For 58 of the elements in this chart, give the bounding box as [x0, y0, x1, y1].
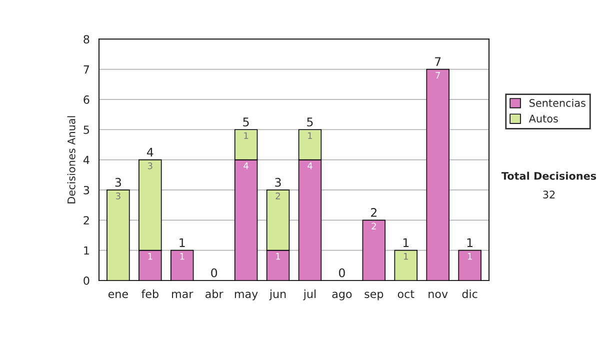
y-tick-label: 3 [84, 186, 90, 194]
total-label: 1 [403, 238, 409, 247]
bar [394, 250, 418, 280]
x-tick-label: nov [428, 292, 448, 298]
data-label: 2 [372, 222, 376, 230]
text: 32 [543, 190, 555, 199]
y-tick-label: 5 [84, 126, 89, 134]
data-label: 3 [116, 192, 120, 200]
total-label: 3 [115, 178, 121, 187]
total-label: 1 [467, 238, 472, 247]
bar [106, 190, 130, 280]
x-tick-label: mar [172, 292, 194, 298]
data-label: 2 [276, 192, 280, 200]
legend-label: Autos [528, 114, 558, 122]
x-tick-label: feb [142, 290, 158, 298]
y-tick-label: 6 [84, 95, 90, 104]
x-tick-label: ene [108, 292, 128, 298]
y-axis-title: Decisiones Anual [67, 116, 76, 204]
y-tick-label: 0 [84, 276, 90, 285]
text: Total Decisiones [501, 172, 596, 180]
x-tick-label: jul [303, 290, 316, 300]
data-label: 3 [148, 162, 152, 170]
total-label: 3 [275, 178, 281, 187]
bar [458, 250, 482, 280]
x-tick-label: oct [398, 290, 414, 298]
bar [362, 220, 386, 280]
data-label: 1 [404, 253, 408, 260]
x-tick-label: abr [206, 290, 224, 298]
total-label: 0 [338, 268, 345, 278]
x-tick-label: dic [462, 290, 478, 298]
total-label: 1 [180, 238, 185, 247]
data-label: 1 [308, 132, 312, 139]
data-label: 4 [308, 162, 312, 170]
data-label: 1 [180, 253, 184, 260]
x-tick-label: ago [332, 292, 352, 300]
total-label: 7 [435, 57, 441, 66]
data-label: 1 [468, 253, 472, 260]
data-label: 1 [276, 253, 280, 260]
y-tick-label: 8 [84, 35, 90, 44]
y-tick-label: 1 [84, 246, 89, 255]
total-label: 4 [146, 148, 154, 156]
y-tick-label: 7 [84, 65, 90, 74]
bar [426, 68, 450, 280]
y-tick-label: 2 [84, 216, 89, 224]
total-label: 0 [211, 268, 218, 278]
total-label: 5 [307, 118, 313, 126]
bar [170, 250, 194, 280]
total-label: 5 [243, 118, 249, 126]
total-label: 2 [371, 208, 376, 217]
data-label: 1 [244, 132, 248, 139]
data-label: 4 [244, 162, 248, 170]
x-tick-label: sep [364, 292, 384, 300]
data-label: 1 [148, 253, 152, 260]
x-tick-label: may [234, 292, 258, 300]
legend-label: Sentencias [530, 98, 586, 107]
y-tick-label: 4 [83, 156, 90, 164]
data-label: 7 [436, 72, 440, 79]
x-tick-label: jun [269, 290, 286, 300]
